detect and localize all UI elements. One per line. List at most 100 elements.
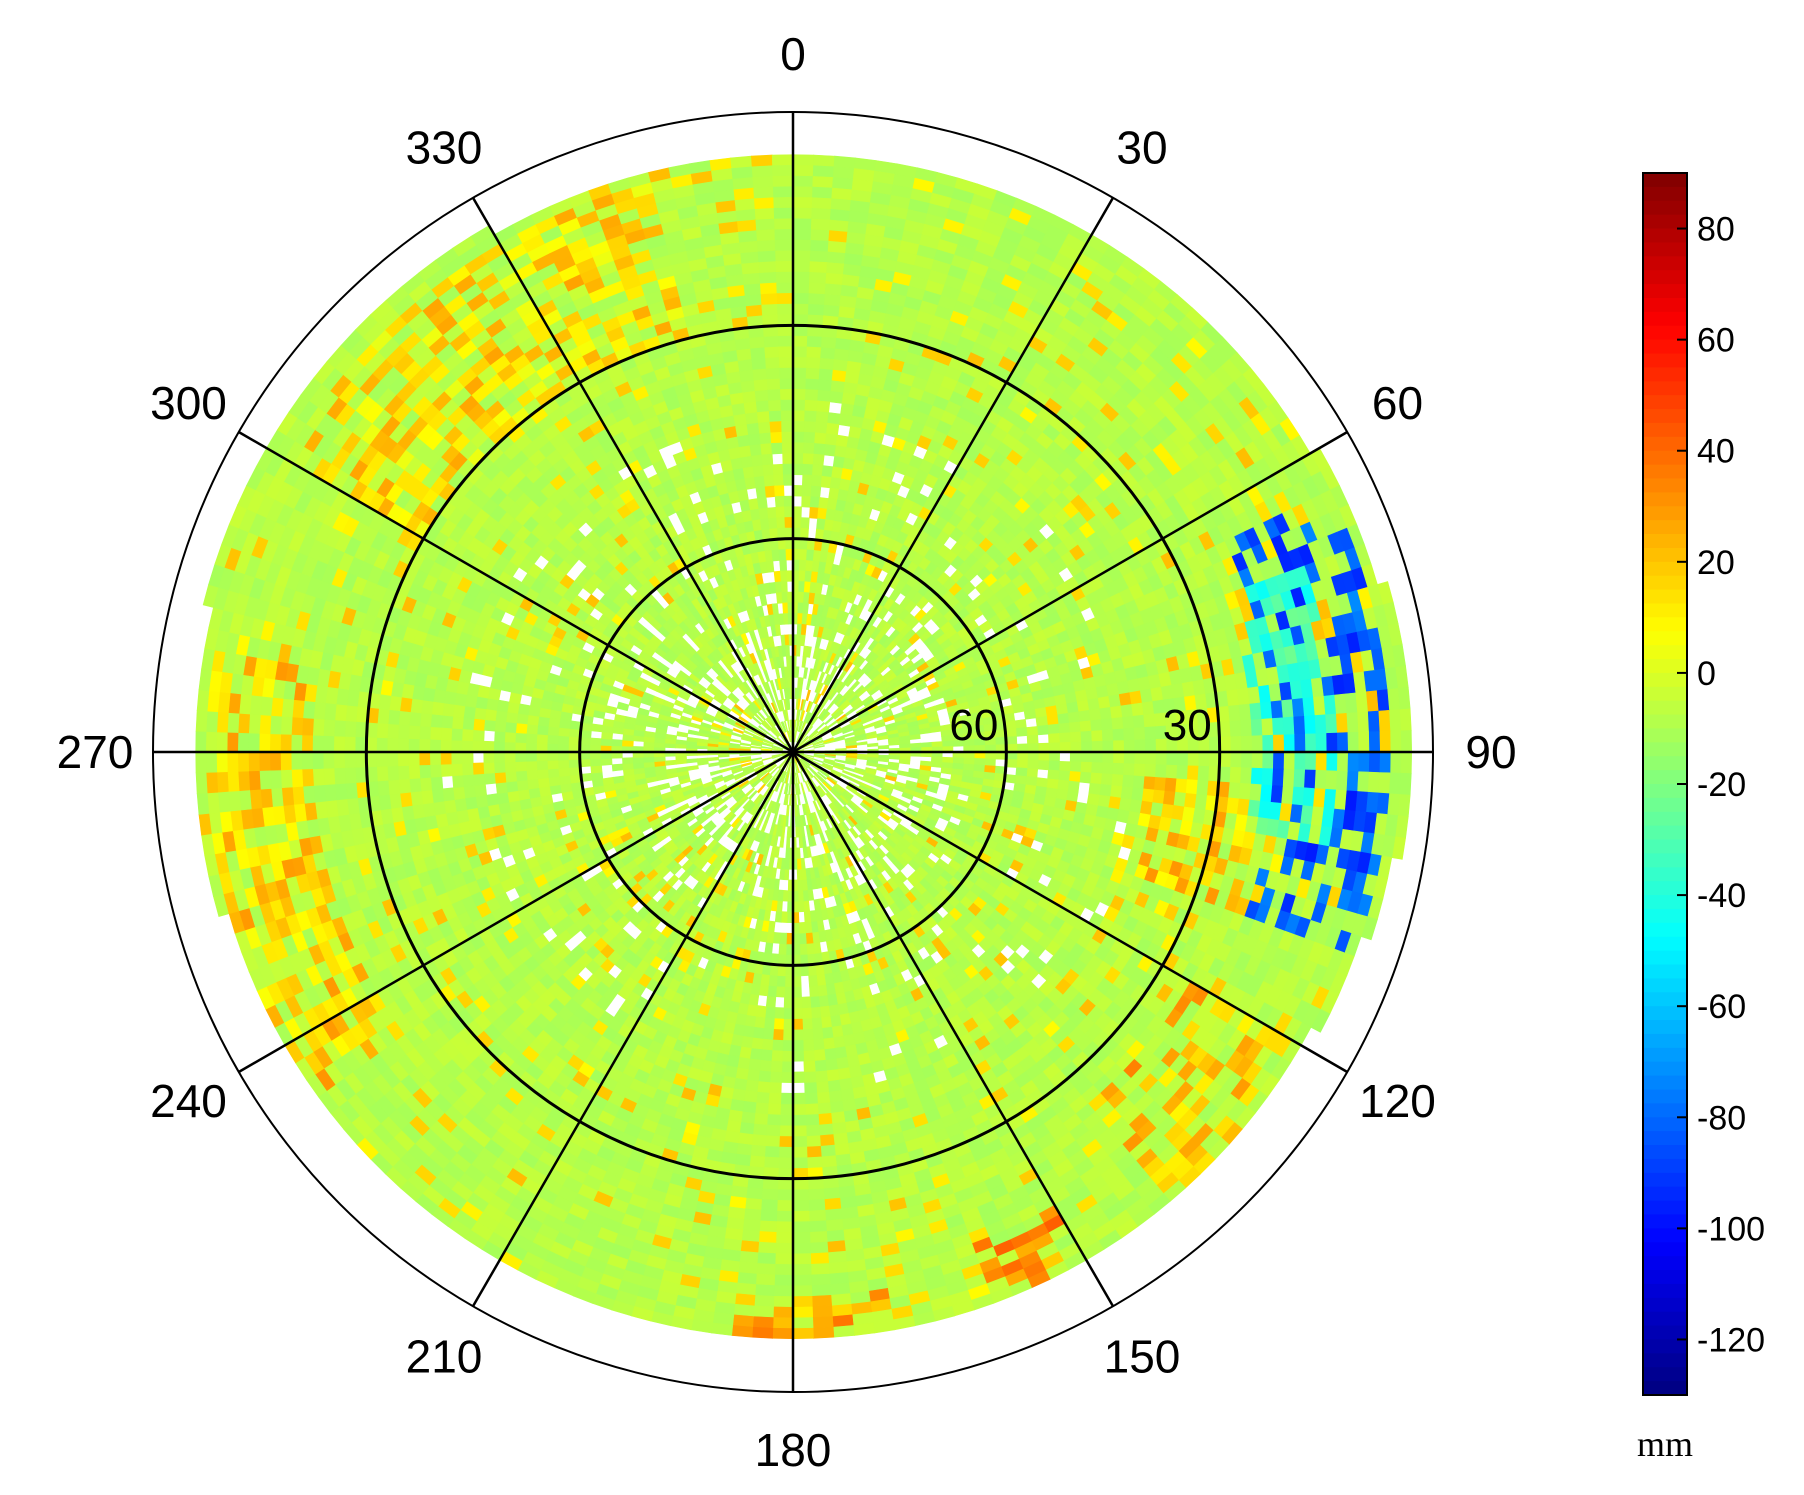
heatmap-cell (1368, 751, 1381, 773)
heatmap-cell (1282, 768, 1295, 788)
heatmap-cell (1110, 773, 1124, 787)
heatmap-cell (1345, 712, 1359, 733)
heatmap-cell (228, 692, 242, 714)
heatmap-cell (824, 283, 843, 297)
heatmap-cell (1386, 688, 1400, 711)
heatmap-cell (472, 740, 485, 753)
heatmap-cell (1251, 735, 1263, 753)
heatmap-cell (409, 711, 423, 727)
heatmap-cell (736, 348, 753, 362)
heatmap-cell (773, 196, 794, 209)
heatmap-cell (323, 735, 335, 753)
heatmap-cell (792, 303, 809, 316)
heatmap-cell (813, 154, 836, 168)
heatmap-cell (758, 261, 777, 274)
heatmap-cell (792, 282, 810, 294)
heatmap-cell (1197, 751, 1210, 767)
heatmap-cell (730, 306, 748, 320)
heatmap-cell (753, 197, 775, 210)
heatmap-cell (1260, 768, 1274, 786)
heatmap-cell (430, 713, 444, 728)
heatmap-cell (440, 739, 453, 753)
heatmap-cell (823, 294, 842, 307)
heatmap-cell (809, 1219, 827, 1233)
heatmap-cell (748, 1057, 762, 1071)
heatmap-cell (1293, 751, 1306, 771)
heatmap-cell (312, 718, 326, 736)
heatmap-cell (323, 767, 336, 786)
heatmap-cell (806, 335, 823, 349)
heatmap-cell (419, 725, 432, 740)
heatmap-cell (763, 1155, 780, 1169)
heatmap-cell (811, 207, 832, 221)
heatmap-cell (1175, 765, 1188, 780)
heatmap-cell (823, 1047, 837, 1060)
heatmap-cell (781, 1050, 794, 1062)
heatmap-cell (831, 369, 847, 383)
heatmap-cell (421, 699, 435, 715)
heatmap-cell (1301, 787, 1315, 807)
heatmap-cell (748, 433, 762, 447)
heatmap-cell (807, 1187, 825, 1201)
heatmap-cell (754, 207, 775, 221)
heatmap-cell (746, 1068, 760, 1082)
heatmap-cell (1324, 713, 1338, 734)
heatmap-cell (1389, 730, 1402, 753)
heatmap-cell (345, 782, 359, 800)
heatmap-cell (765, 1124, 781, 1137)
heatmap-cell (814, 421, 828, 435)
heatmap-cell (832, 1313, 854, 1327)
heatmap-cell (815, 1080, 830, 1093)
heatmap-cell (768, 1092, 782, 1105)
heatmap-cell (751, 1326, 774, 1339)
heatmap-cell (738, 1045, 752, 1059)
heatmap-cell (804, 399, 818, 412)
heatmap-cell (408, 724, 421, 740)
heatmap-cell (398, 710, 412, 726)
heatmap-cell (742, 272, 761, 286)
heatmap-cell (759, 1209, 778, 1222)
heatmap-cell (827, 412, 841, 425)
heatmap-cell (792, 250, 811, 262)
heatmap-cell (823, 1197, 842, 1210)
heatmap-cell (780, 1092, 794, 1105)
heatmap-cell (742, 1218, 761, 1232)
heatmap-cell (397, 751, 410, 767)
heatmap-cell (1151, 789, 1165, 805)
heatmap-cell (824, 1207, 843, 1221)
heatmap-cell (292, 699, 306, 719)
heatmap-cell (756, 239, 776, 253)
heatmap-cell (1090, 730, 1103, 742)
heatmap-cell (792, 1135, 808, 1148)
heatmap-cell (421, 789, 435, 805)
heatmap-cell (473, 773, 486, 786)
heatmap-cell (777, 303, 794, 316)
heatmap-cell (806, 357, 821, 370)
heatmap-cell (259, 751, 272, 771)
heatmap-cell (792, 1103, 807, 1116)
heatmap-cell (772, 1305, 794, 1318)
heatmap-cell (775, 1231, 794, 1244)
heatmap-cell (823, 304, 841, 318)
heatmap-cell (1238, 703, 1251, 722)
heatmap-cell (803, 442, 815, 455)
heatmap-cell (465, 796, 479, 810)
heatmap-cell (770, 1060, 783, 1073)
heatmap-cell (1101, 729, 1114, 742)
heatmap-cell (731, 1324, 754, 1338)
heatmap-cell (816, 400, 831, 413)
heatmap-cell (1123, 751, 1135, 765)
heatmap-cell (462, 728, 475, 742)
heatmap-cell (1356, 711, 1369, 733)
heatmap-cell (740, 380, 756, 394)
heatmap-cell (737, 1056, 751, 1070)
heatmap-cell (792, 335, 808, 348)
heatmap-cell (776, 1210, 794, 1222)
heatmap-cell (1336, 751, 1349, 772)
heatmap-cell (1089, 719, 1102, 732)
heatmap-cell (809, 261, 828, 274)
heatmap-cell (347, 797, 361, 815)
heatmap-cell (804, 1081, 818, 1094)
heatmap-cell (271, 787, 285, 807)
heatmap-cell (280, 733, 293, 753)
